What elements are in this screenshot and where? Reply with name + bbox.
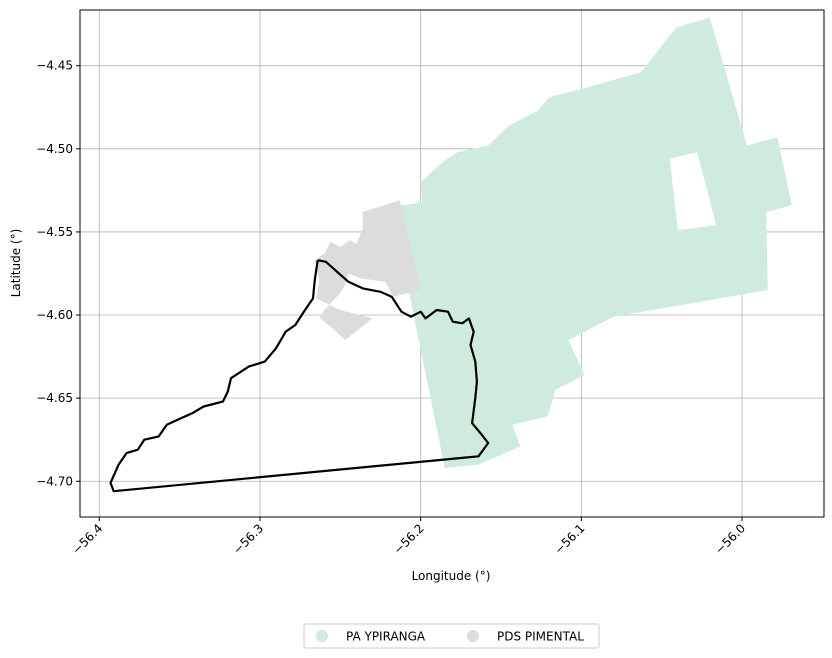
legend-marker-pa-ypiranga bbox=[316, 630, 328, 642]
area-pa-ypiranga bbox=[391, 17, 792, 468]
y-axis-ticks: −4.45 −4.50 −4.55 −4.60 −4.65 −4.70 bbox=[36, 59, 80, 488]
y-tick-label: −4.50 bbox=[36, 142, 73, 156]
y-tick-label: −4.45 bbox=[36, 59, 73, 73]
plot-frame bbox=[79, 9, 825, 518]
legend-frame bbox=[303, 623, 600, 649]
map-outline bbox=[109, 259, 490, 493]
x-tick-label: −56.2 bbox=[391, 521, 427, 557]
area-pds-pimental bbox=[314, 200, 421, 340]
x-tick-label: −56.1 bbox=[552, 521, 588, 557]
y-axis-title: Latitude (°) bbox=[9, 229, 23, 298]
study-area-outline bbox=[109, 259, 490, 493]
y-tick-label: −4.55 bbox=[36, 225, 73, 239]
x-axis-title: Longitude (°) bbox=[412, 569, 491, 583]
legend-marker-pds-pimental bbox=[467, 630, 479, 642]
x-tick-label: −56.3 bbox=[230, 521, 266, 557]
legend-label-pds-pimental: PDS PIMENTAL bbox=[497, 630, 584, 644]
map-areas bbox=[314, 17, 792, 468]
y-tick-label: −4.70 bbox=[36, 474, 73, 488]
x-axis-ticks: −56.4 −56.3 −56.2 −56.1 −56.0 bbox=[69, 517, 748, 557]
legend-label-pa-ypiranga: PA YPIRANGA bbox=[346, 630, 426, 644]
y-tick-label: −4.60 bbox=[36, 308, 73, 322]
x-tick-label: −56.0 bbox=[712, 521, 748, 557]
legend: PA YPIRANGA PDS PIMENTAL bbox=[303, 623, 600, 649]
x-tick-label: −56.4 bbox=[69, 521, 105, 557]
y-tick-label: −4.65 bbox=[36, 391, 73, 405]
